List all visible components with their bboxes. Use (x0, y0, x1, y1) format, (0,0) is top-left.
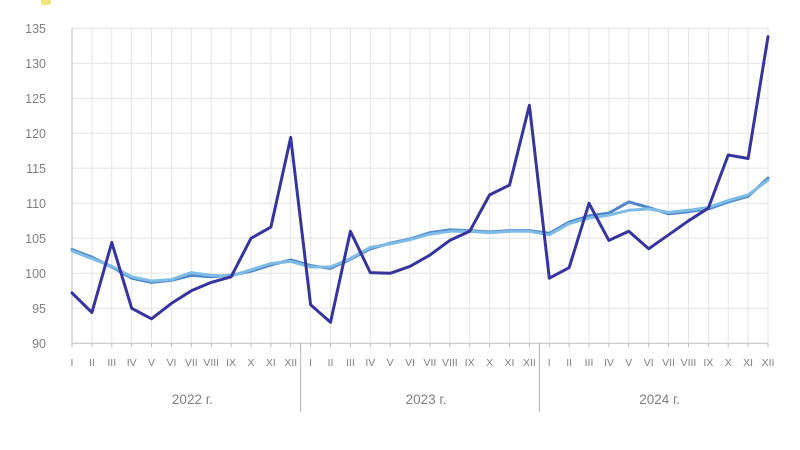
month-label: VI (644, 357, 654, 369)
month-label: I (309, 357, 312, 369)
y-tick-label: 115 (26, 162, 46, 176)
month-label: XII (523, 357, 536, 369)
month-label: XI (505, 357, 515, 369)
y-tick-label: 105 (25, 232, 46, 246)
month-label: IX (465, 357, 475, 369)
series-actual-index (70, 35, 770, 324)
y-tick-label: 125 (25, 92, 46, 106)
month-label: I (548, 357, 551, 369)
month-label: II (89, 357, 95, 369)
month-label: II (566, 357, 572, 369)
month-label: V (387, 357, 394, 369)
month-label: XII (284, 357, 297, 369)
month-label: X (725, 357, 732, 369)
month-label: III (107, 357, 116, 369)
month-label: IV (127, 357, 137, 369)
month-label: X (486, 357, 493, 369)
month-label: IV (365, 357, 375, 369)
month-label: VII (185, 357, 198, 369)
y-tick-label: 130 (25, 57, 46, 71)
y-tick-label: 90 (32, 337, 46, 351)
month-label: III (585, 357, 594, 369)
month-label: XI (266, 357, 276, 369)
month-label: VII (424, 357, 437, 369)
month-label: V (625, 357, 632, 369)
month-label: IX (703, 357, 713, 369)
y-tick-label: 110 (26, 197, 46, 211)
month-label: XII (762, 357, 775, 369)
month-label: VI (405, 357, 415, 369)
month-label: X (247, 357, 254, 369)
month-label: V (148, 357, 155, 369)
series-trend (70, 176, 770, 284)
series-seasonally-adjusted (70, 178, 770, 283)
y-tick-label: 135 (25, 22, 46, 36)
cropped-legend-artifact (41, 0, 51, 5)
month-label: VIII (681, 357, 697, 369)
month-label: I (71, 357, 74, 369)
year-label: 2022 г. (172, 392, 213, 407)
month-label: III (346, 357, 355, 369)
month-label: VII (662, 357, 675, 369)
y-tick-label: 120 (25, 127, 46, 141)
month-label: XI (743, 357, 753, 369)
month-label: VI (166, 357, 176, 369)
month-label: VIII (442, 357, 458, 369)
month-label: IX (226, 357, 236, 369)
y-tick-label: 100 (25, 267, 46, 281)
year-label: 2024 г. (639, 392, 680, 407)
year-label: 2023 г. (406, 392, 447, 407)
month-label: IV (604, 357, 614, 369)
month-label: II (328, 357, 334, 369)
y-tick-label: 95 (32, 302, 46, 316)
month-label: VIII (203, 357, 219, 369)
